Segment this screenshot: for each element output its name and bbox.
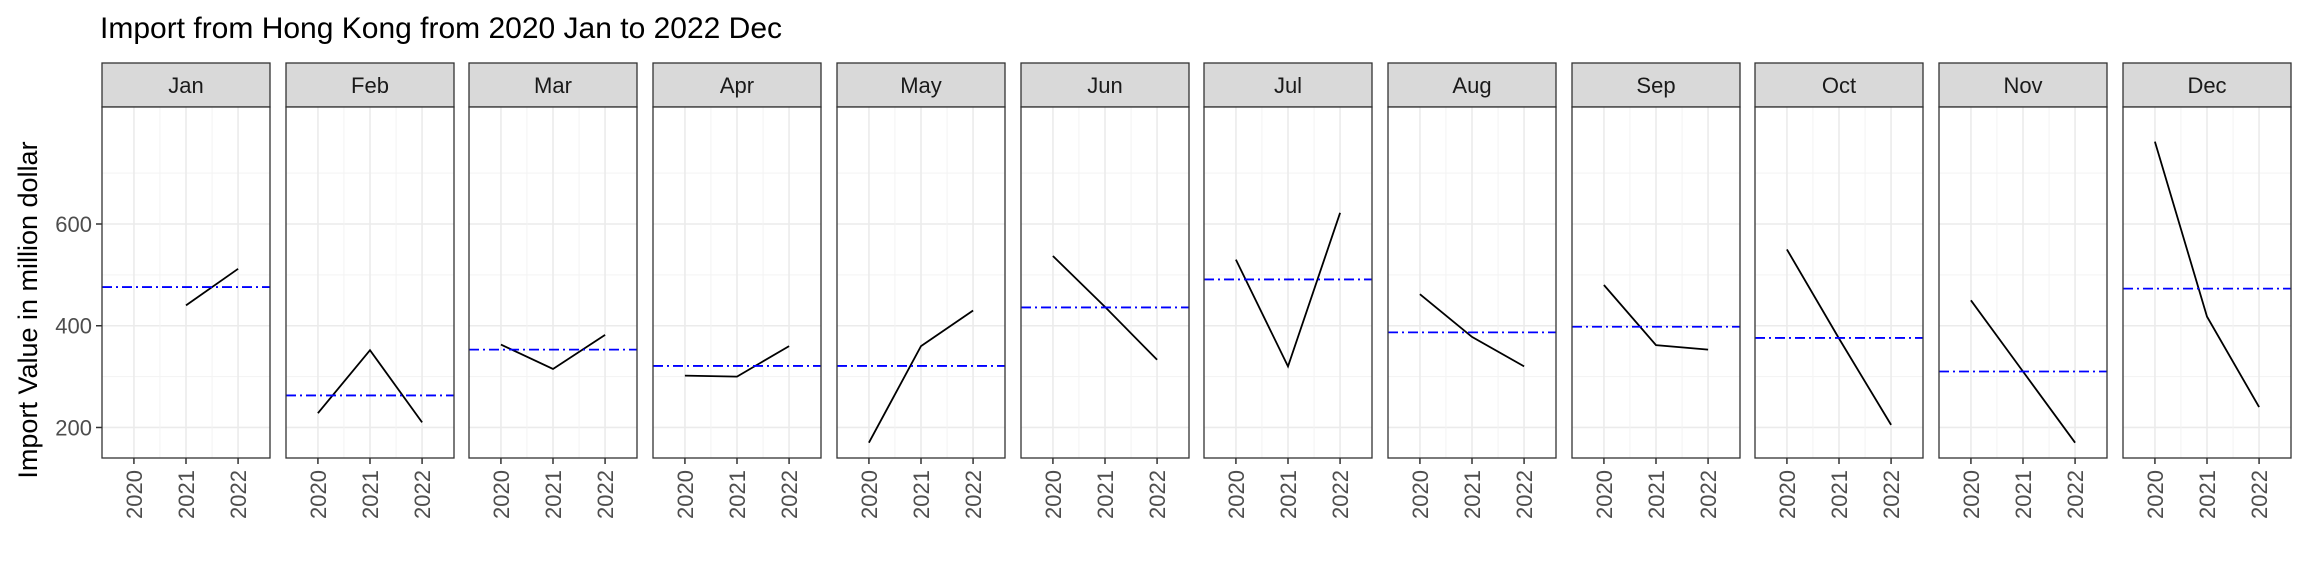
x-tick-label: 2020 bbox=[2143, 470, 2168, 519]
series-line-mar bbox=[500, 334, 606, 371]
x-tick-label: 2021 bbox=[1093, 470, 1118, 519]
x-tick-label: 2022 bbox=[1512, 470, 1537, 519]
facet-strip bbox=[836, 62, 1006, 108]
facet-strip bbox=[468, 62, 638, 108]
x-tick-label: 2021 bbox=[1460, 470, 1485, 519]
x-tick-label: 2021 bbox=[1644, 470, 1669, 519]
facet-panel-oct: Oct 2020 2021 2022 bbox=[1754, 62, 1924, 519]
x-tick-label: 2020 bbox=[1775, 470, 1800, 519]
chart-title: Import from Hong Kong from 2020 Jan to 2… bbox=[100, 12, 782, 45]
x-tick-label: 2020 bbox=[673, 470, 698, 519]
facet-strip bbox=[652, 62, 822, 108]
x-tick-label: 2022 bbox=[1145, 470, 1170, 519]
x-tick-label: 2022 bbox=[410, 470, 435, 519]
facet-panel-dec: Dec 2020 2021 2022 bbox=[2122, 62, 2292, 519]
facet-panel-sep: Sep 2020 2021 2022 bbox=[1571, 62, 1741, 519]
x-tick-label: 2022 bbox=[2247, 470, 2272, 519]
facet-strip-label: Jan bbox=[168, 73, 203, 98]
x-tick-label: 2020 bbox=[1408, 470, 1433, 519]
x-tick-label: 2021 bbox=[541, 470, 566, 519]
x-tick-label: 2020 bbox=[1224, 470, 1249, 519]
y-axis-label: Import Value in million dollar bbox=[13, 141, 43, 478]
x-tick-label: 2022 bbox=[1328, 470, 1353, 519]
x-tick-label: 2022 bbox=[777, 470, 802, 519]
series-line-dec bbox=[2154, 141, 2260, 408]
series-line-may bbox=[868, 309, 974, 444]
x-tick-label: 2022 bbox=[593, 470, 618, 519]
x-tick-label: 2021 bbox=[725, 470, 750, 519]
x-tick-label: 2021 bbox=[174, 470, 199, 519]
facet-strip-label: Aug bbox=[1452, 73, 1491, 98]
facet-strip-label: Nov bbox=[2003, 73, 2042, 98]
series-line-apr bbox=[684, 345, 790, 378]
facet-strip-label: Feb bbox=[351, 73, 389, 98]
series-line-jan bbox=[185, 268, 239, 307]
facet-panel-apr: Apr 2020 2021 2022 bbox=[652, 62, 822, 519]
facet-panel-may: May 2020 2021 2022 bbox=[836, 62, 1006, 519]
y-tick-label: 200 bbox=[55, 415, 92, 440]
x-tick-label: 2020 bbox=[489, 470, 514, 519]
facet-panel-aug: Aug 2020 2021 2022 bbox=[1387, 62, 1557, 519]
facet-strip bbox=[1020, 62, 1190, 108]
facet-strip bbox=[285, 62, 455, 108]
series-line-sep bbox=[1603, 284, 1709, 351]
x-tick-label: 2021 bbox=[2195, 470, 2220, 519]
y-tick-label: 400 bbox=[55, 314, 92, 339]
facet-strip bbox=[101, 62, 271, 108]
x-tick-label: 2020 bbox=[1592, 470, 1617, 519]
x-tick-label: 2020 bbox=[1959, 470, 1984, 519]
x-tick-label: 2021 bbox=[1276, 470, 1301, 519]
facet-strip-label: Oct bbox=[1822, 73, 1856, 98]
facet-panel-nov: Nov 2020 2021 2022 bbox=[1938, 62, 2108, 519]
x-tick-label: 2020 bbox=[1041, 470, 1066, 519]
facet-panel-jan: Jan 2020 2021 2022 bbox=[101, 62, 271, 519]
x-tick-label: 2021 bbox=[1827, 470, 1852, 519]
facet-strip bbox=[1203, 62, 1373, 108]
facet-strip-label: May bbox=[900, 73, 942, 98]
x-tick-label: 2021 bbox=[2011, 470, 2036, 519]
facet-panel-jul: Jul 2020 2021 2022 bbox=[1203, 62, 1373, 519]
facet-strip-label: Mar bbox=[534, 73, 572, 98]
x-tick-label: 2020 bbox=[122, 470, 147, 519]
facet-strip-label: Sep bbox=[1636, 73, 1675, 98]
facet-strip-label: Jun bbox=[1087, 73, 1122, 98]
x-tick-label: 2022 bbox=[1879, 470, 1904, 519]
x-tick-label: 2022 bbox=[2063, 470, 2088, 519]
facet-panel-mar: Mar 2020 2021 2022 bbox=[468, 62, 638, 519]
facet-strip-label: Dec bbox=[2187, 73, 2226, 98]
facet-strip bbox=[2122, 62, 2292, 108]
x-tick-label: 2020 bbox=[306, 470, 331, 519]
facet-panel-jun: Jun 2020 2021 2022 bbox=[1020, 62, 1190, 519]
x-tick-label: 2021 bbox=[909, 470, 934, 519]
facet-panel-feb: Feb 2020 2021 2022 bbox=[285, 62, 455, 519]
y-tick-label: 600 bbox=[55, 212, 92, 237]
x-tick-label: 2022 bbox=[961, 470, 986, 519]
x-tick-label: 2021 bbox=[358, 470, 383, 519]
x-tick-label: 2020 bbox=[857, 470, 882, 519]
facet-strip bbox=[1387, 62, 1557, 108]
facet-strip-label: Jul bbox=[1274, 73, 1302, 98]
series-line-aug bbox=[1419, 293, 1525, 368]
series-line-jul bbox=[1235, 212, 1341, 369]
facet-strip bbox=[1754, 62, 1924, 108]
x-tick-label: 2022 bbox=[1696, 470, 1721, 519]
facet-strip-label: Apr bbox=[720, 73, 754, 98]
series-line-feb bbox=[317, 348, 423, 423]
x-tick-label: 2022 bbox=[226, 470, 251, 519]
